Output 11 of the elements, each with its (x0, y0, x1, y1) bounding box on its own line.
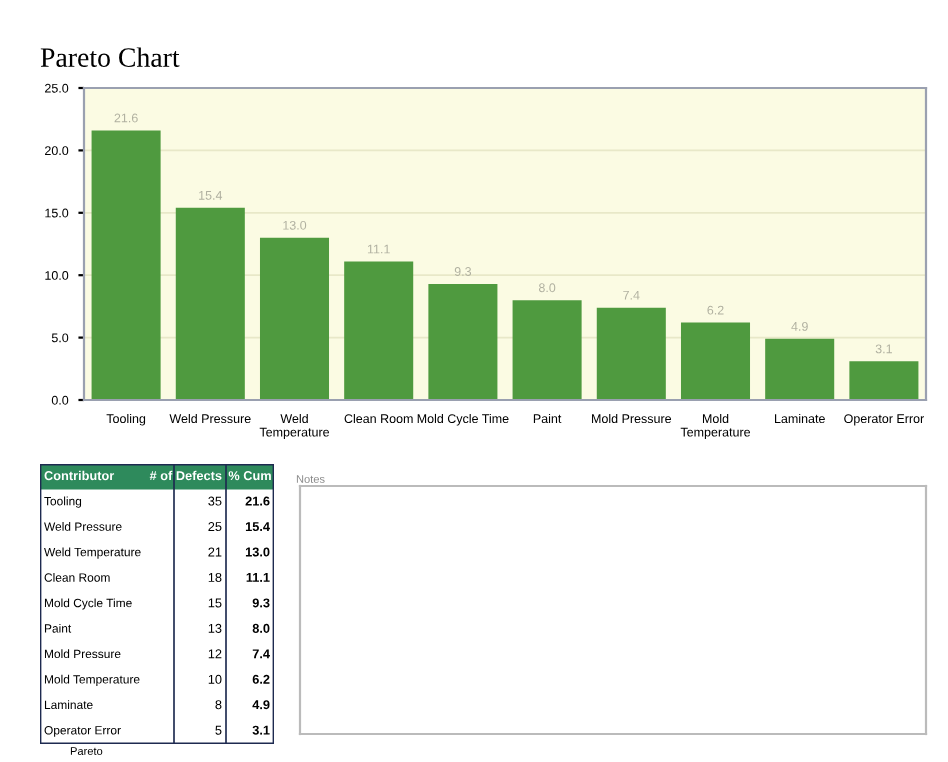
bar (259, 237, 330, 400)
bar (175, 207, 245, 400)
bar (765, 338, 835, 400)
bar (512, 300, 582, 400)
bar (344, 261, 414, 400)
bar (849, 361, 919, 400)
bar (91, 130, 161, 400)
bar (680, 322, 751, 400)
bar (428, 283, 498, 400)
bar (596, 307, 666, 400)
chart-title: Pareto Chart (40, 47, 180, 67)
